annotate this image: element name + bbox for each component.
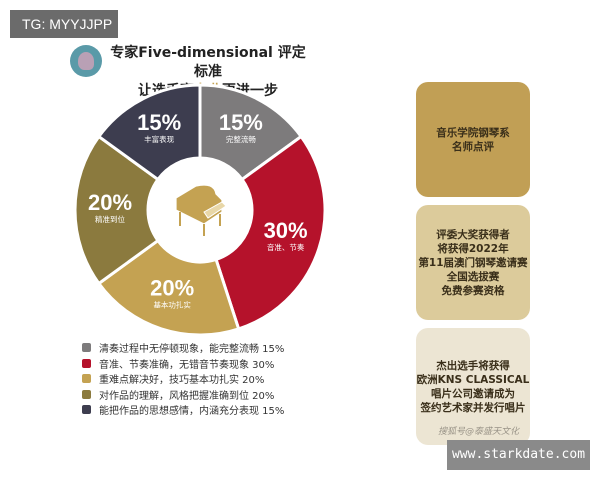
card-line: 音乐学院钢琴系 [436, 126, 510, 139]
legend-text: 对作品的理解，风格把握准确到位 20% [99, 390, 275, 402]
card-line: 将获得2022年 [437, 242, 509, 255]
title-line-1: 专家Five-dimensional 评定标准 [110, 45, 306, 80]
card-line: 名师点评 [452, 140, 494, 153]
legend-swatch [82, 343, 91, 353]
legend-text: 能把作品的思想感情，内涵充分表现 15% [99, 406, 285, 418]
card-line: 评委大奖获得者 [436, 228, 510, 241]
card-line: 杰出选手将获得 [436, 359, 510, 372]
legend: 清奏过程中无停顿现象，能完整流畅 15% 音准、节奏准确，无错音节奏现象 30% 重… [82, 340, 284, 418]
card-line: 免费参赛资格 [441, 284, 505, 297]
brain-logo-icon [70, 45, 102, 77]
legend-item: 对作品的理解，风格把握准确到位 20% [82, 387, 284, 403]
slice-percent-label: 20% [88, 190, 132, 215]
slice-category-label: 精准到位 [95, 214, 125, 224]
tg-label: TG: MYYJJPP [10, 10, 118, 38]
legend-swatch [82, 405, 91, 415]
watermark: 搜狐号@泰盛天文化 [438, 427, 520, 437]
card-line: 签约艺术家并发行唱片 [420, 401, 526, 414]
legend-text: 音准、节奏准确，无错音节奏现象 30% [99, 359, 275, 371]
card-line: 唱片公司邀请成为 [431, 387, 515, 400]
slice-category-label: 基本功扎实 [153, 300, 191, 310]
card-record-deal: 杰出选手将获得 欧洲KNS CLASSICAL 唱片公司邀请成为 签约艺术家并发行唱片 [416, 328, 530, 445]
legend-item: 清奏过程中无停顿现象，能完整流畅 15% [82, 340, 284, 356]
card-award: 评委大奖获得者 将获得2022年 第11届澳门钢琴邀请赛 全国选拔赛 免费参赛资格 [416, 205, 530, 320]
legend-swatch [82, 358, 91, 368]
legend-swatch [82, 389, 91, 399]
card-review: 音乐学院钢琴系 名师点评 [416, 82, 530, 197]
legend-text: 清奏过程中无停顿现象，能完整流畅 15% [99, 344, 285, 356]
legend-text: 重难点解决好，技巧基本功扎实 20% [99, 375, 265, 387]
slice-category-label: 音准、节奏 [267, 242, 305, 252]
slice-category-label: 丰富表现 [144, 134, 174, 144]
legend-item: 重难点解决好，技巧基本功扎实 20% [82, 371, 284, 387]
legend-item: 能把作品的思想感情，内涵充分表现 15% [82, 402, 284, 418]
card-line: 第11届澳门钢琴邀请赛 [418, 256, 528, 269]
slice-percent-label: 15% [137, 110, 181, 135]
slice-percent-label: 20% [150, 276, 194, 301]
card-line: 全国选拔赛 [446, 270, 500, 283]
slice-category-label: 完整流畅 [226, 134, 256, 144]
slice-percent-label: 15% [219, 110, 263, 135]
legend-swatch [82, 374, 91, 384]
site-watermark: www.starkdate.com [447, 440, 590, 470]
slice-percent-label: 30% [264, 218, 308, 243]
grand-piano-icon [175, 184, 227, 236]
card-line: 欧洲KNS CLASSICAL [416, 373, 530, 386]
legend-item: 音准、节奏准确，无错音节奏现象 30% [82, 356, 284, 372]
